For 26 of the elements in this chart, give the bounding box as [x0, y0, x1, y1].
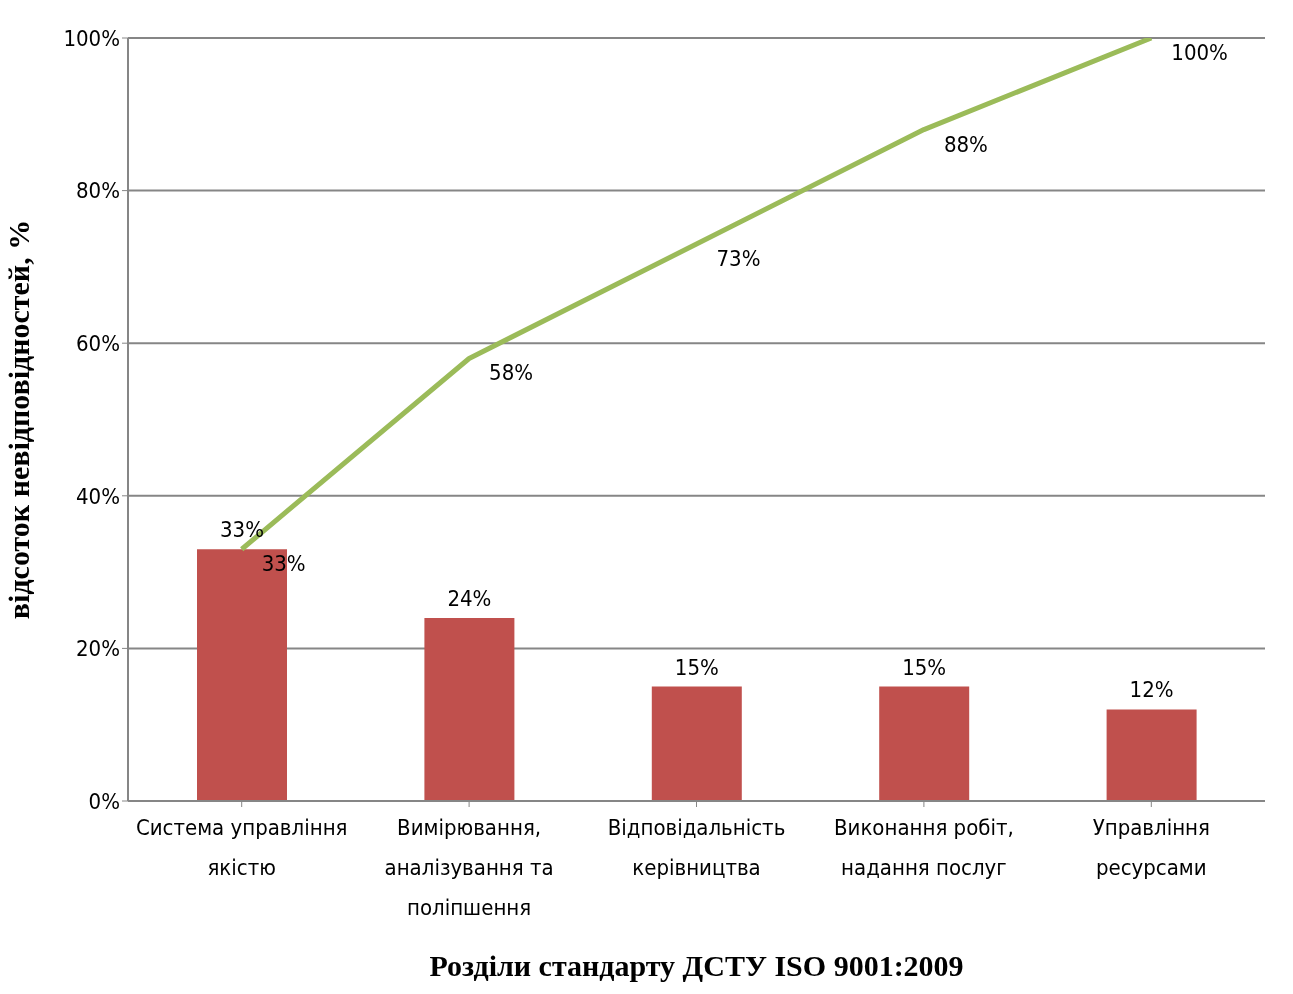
bar — [1106, 709, 1197, 801]
data-label: 33% — [220, 517, 264, 543]
data-label: 12% — [1129, 677, 1174, 703]
y-tick-label: 0% — [88, 788, 120, 814]
y-tick-label: 20% — [76, 636, 120, 662]
x-tick-label: Відповідальність керівництва — [607, 815, 786, 880]
y-axis-title: відсоток невідповідностей, % — [1, 219, 35, 620]
y-tick-label: 40% — [76, 483, 120, 509]
y-tick-label: 100% — [63, 25, 120, 51]
y-tick-label: 80% — [76, 178, 120, 204]
data-label: 88% — [943, 131, 988, 157]
x-tick-label: Управління ресурсами — [1092, 815, 1210, 880]
x-tick-label: Система управління якістю — [135, 815, 348, 880]
bar — [651, 686, 742, 801]
x-tick-label: Вимірювання, аналізування та поліпшення — [384, 815, 554, 920]
bar — [424, 617, 515, 801]
y-tick-label: 60% — [76, 331, 120, 357]
data-label: 73% — [716, 246, 761, 272]
data-label: 24% — [447, 585, 492, 611]
data-label: 100% — [1171, 40, 1228, 65]
data-label: 58% — [489, 360, 534, 386]
bar — [879, 686, 970, 801]
x-axis-title: Розділи стандарту ДСТУ ISO 9001:2009 — [429, 949, 964, 982]
x-tick-label: Виконання робіт, надання послуг — [833, 815, 1014, 880]
data-label: 15% — [902, 654, 947, 680]
data-label: 15% — [674, 654, 719, 680]
